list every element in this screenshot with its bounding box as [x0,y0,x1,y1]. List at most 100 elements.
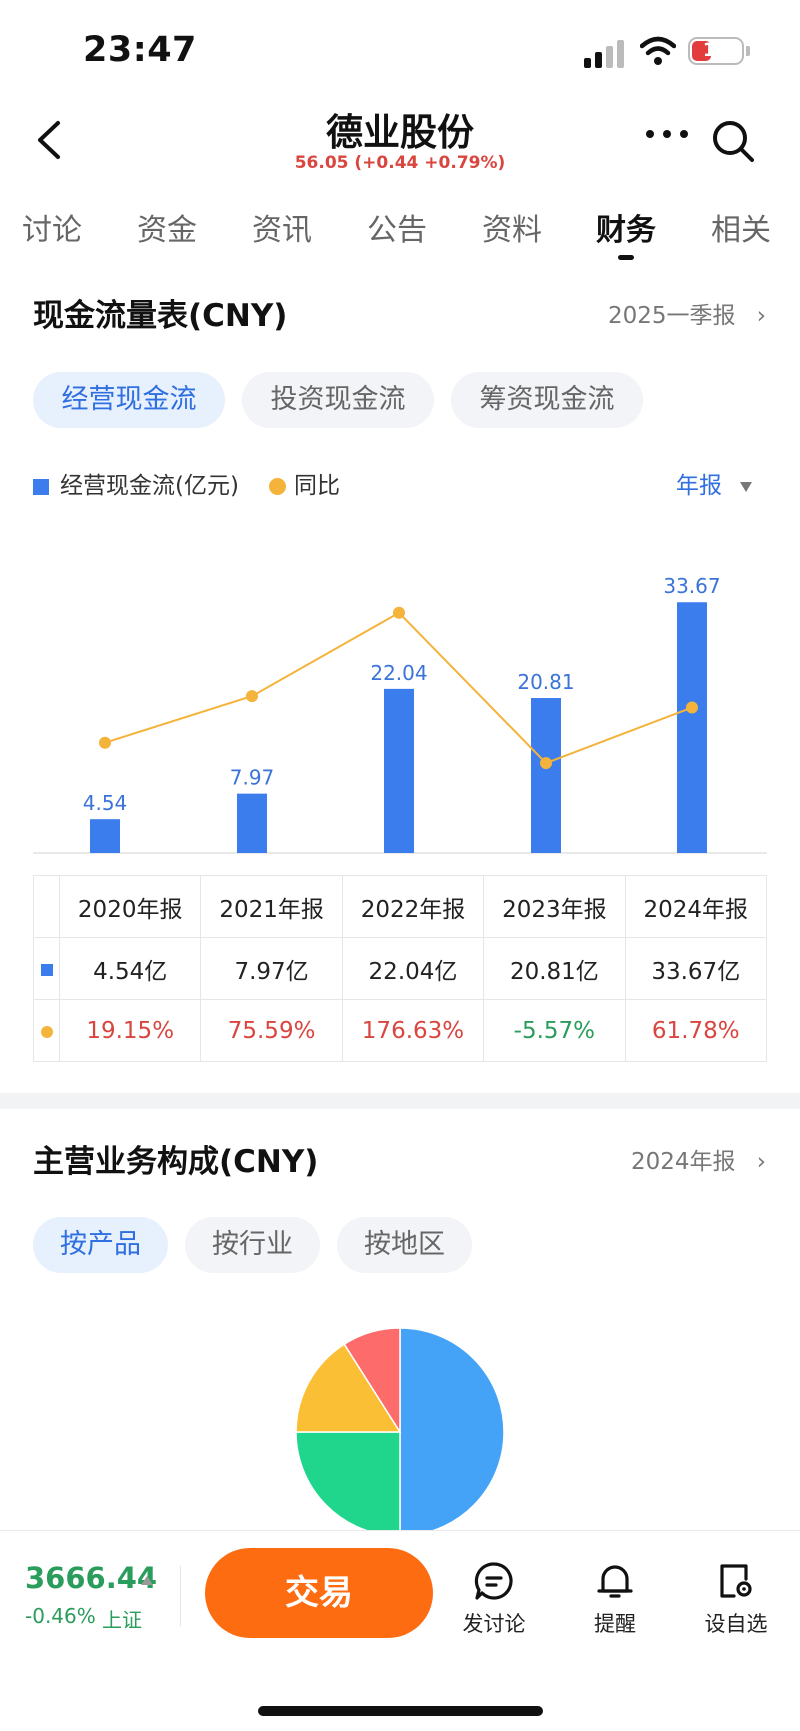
tab-profile[interactable]: 资料 [482,213,542,248]
alert-button[interactable]: 提醒 [570,1561,660,1641]
battery-icon: 18 [688,37,744,65]
table-header-cell: 2021年报 [200,875,343,938]
bar-series-marker [40,963,53,976]
bar [90,819,120,853]
legend-line-label: 同比 [294,473,340,499]
table-header-cell: 2020年报 [58,875,202,938]
home-indicator [258,1706,543,1716]
cashflow-section-title: 现金流量表(CNY) [33,298,288,334]
table-cell: 20.81亿 [483,937,626,1000]
table-header-cell: 2023年报 [483,875,626,938]
yoy-point [99,736,111,749]
tab-bar: 讨论 资金 资讯 公告 资料 财务 相关 [0,205,800,265]
table-header-cell: 2022年报 [341,875,485,938]
table-cell: 75.59% [200,999,343,1062]
status-bar: 23:47 18 [0,0,800,100]
back-icon[interactable] [30,115,70,165]
cashflow-table: 2020年报 2021年报 2022年报 2023年报 2024年报 4.54亿… [33,875,768,1062]
pie-slice[interactable] [343,1327,401,1435]
pill-by-region[interactable]: 按地区 [337,1217,472,1273]
legend-line-swatch [269,478,286,495]
business-period-selector[interactable]: 2024年报 › [631,1142,766,1176]
cashflow-chart: 4.54 7.97 22.04 20.81 33.67 [33,574,767,854]
pill-by-product[interactable]: 按产品 [33,1217,168,1273]
chat-bubble-icon [474,1562,513,1600]
bar-data-label: 22.04 [370,661,427,685]
pill-financing-cashflow[interactable]: 筹资现金流 [451,372,643,428]
yoy-point [540,757,552,770]
tab-finance[interactable]: 财务 [596,213,656,248]
tab-capital[interactable]: 资金 [137,213,197,248]
pie-slice[interactable] [399,1327,505,1537]
watchlist-settings-icon [720,1564,752,1598]
tab-announcements[interactable]: 公告 [367,213,427,248]
bell-icon [597,1565,633,1598]
tab-discussion[interactable]: 讨论 [22,213,82,248]
trade-button[interactable]: 交易 [205,1548,433,1638]
bar-data-label: 4.54 [83,791,128,815]
table-cell: 176.63% [341,999,485,1062]
pill-by-industry[interactable]: 按行业 [185,1217,320,1273]
chevron-right-icon: › [756,303,766,329]
table-row: 4.54亿 7.97亿 22.04亿 20.81亿 33.67亿 [33,937,768,1000]
search-icon[interactable] [710,118,756,164]
bar [531,698,561,853]
post-discussion-button[interactable]: 发讨论 [449,1561,539,1641]
wifi-icon [640,36,676,65]
table-cell: 4.54亿 [58,937,202,1000]
table-cell: 33.67亿 [624,937,768,1000]
table-row: 2020年报 2021年报 2022年报 2023年报 2024年报 [33,875,768,938]
table-cell: 19.15% [58,999,202,1062]
bar [237,793,267,853]
table-cell: 7.97亿 [200,937,343,1000]
active-tab-indicator [618,255,634,260]
cellular-signal-icon [584,40,624,68]
line-series-marker [40,1025,53,1038]
add-watchlist-button[interactable]: 设自选 [691,1561,781,1641]
table-header-cell: 2024年报 [624,875,768,938]
cashflow-period-selector[interactable]: 2025一季报 › [608,296,766,330]
bar [384,688,414,853]
yoy-point [686,701,698,714]
business-pie-chart [295,1327,505,1537]
business-section-title: 主营业务构成(CNY) [33,1144,319,1180]
bar-data-label: 33.67 [663,574,720,598]
add-watchlist-label: 设自选 [704,1612,768,1636]
post-discussion-label: 发讨论 [462,1612,526,1636]
pie-slice[interactable] [295,1431,401,1537]
chevron-right-icon: › [756,1149,766,1175]
tab-related[interactable]: 相关 [711,213,771,248]
table-cell: -5.57% [483,999,626,1062]
vertical-divider [180,1566,181,1626]
alert-label: 提醒 [594,1612,636,1636]
report-type-toggle[interactable]: 年报 [676,473,722,499]
table-cell: 61.78% [624,999,768,1062]
more-icon[interactable] [644,126,690,142]
bar-data-label: 7.97 [230,766,275,790]
table-row: 19.15% 75.59% 176.63% -5.57% 61.78% [33,999,768,1062]
index-name: 上证 [102,1608,142,1632]
pill-investing-cashflow[interactable]: 投资现金流 [242,372,434,428]
bottom-bar: 3666.44 -0.46% 上证 交易 发讨论 提醒 设自选 [0,1530,800,1731]
index-value[interactable]: 3666.44 [25,1561,158,1595]
business-period-label: 2024年报 [630,1149,736,1175]
cashflow-period-label: 2025一季报 [607,303,736,329]
pie-slice[interactable] [295,1343,402,1433]
pill-operating-cashflow[interactable]: 经营现金流 [33,372,225,428]
status-time: 23:47 [83,30,197,70]
yoy-point [246,690,258,703]
legend-bar-swatch [33,479,49,495]
yoy-point [393,606,405,619]
index-change: -0.46% [25,1604,96,1628]
triangle-up-icon [141,1576,153,1585]
tab-news[interactable]: 资讯 [252,213,312,248]
section-divider [0,1093,800,1109]
bar-data-label: 20.81 [517,670,574,694]
legend-bar-label: 经营现金流(亿元) [60,473,239,499]
stock-price-line: 56.05 (+0.44 +0.79%) [294,153,506,173]
caret-down-icon[interactable] [740,482,752,492]
table-cell: 22.04亿 [341,937,485,1000]
stock-name: 德业股份 [326,111,474,154]
bar [677,602,707,853]
battery-level: 18 [702,39,730,61]
